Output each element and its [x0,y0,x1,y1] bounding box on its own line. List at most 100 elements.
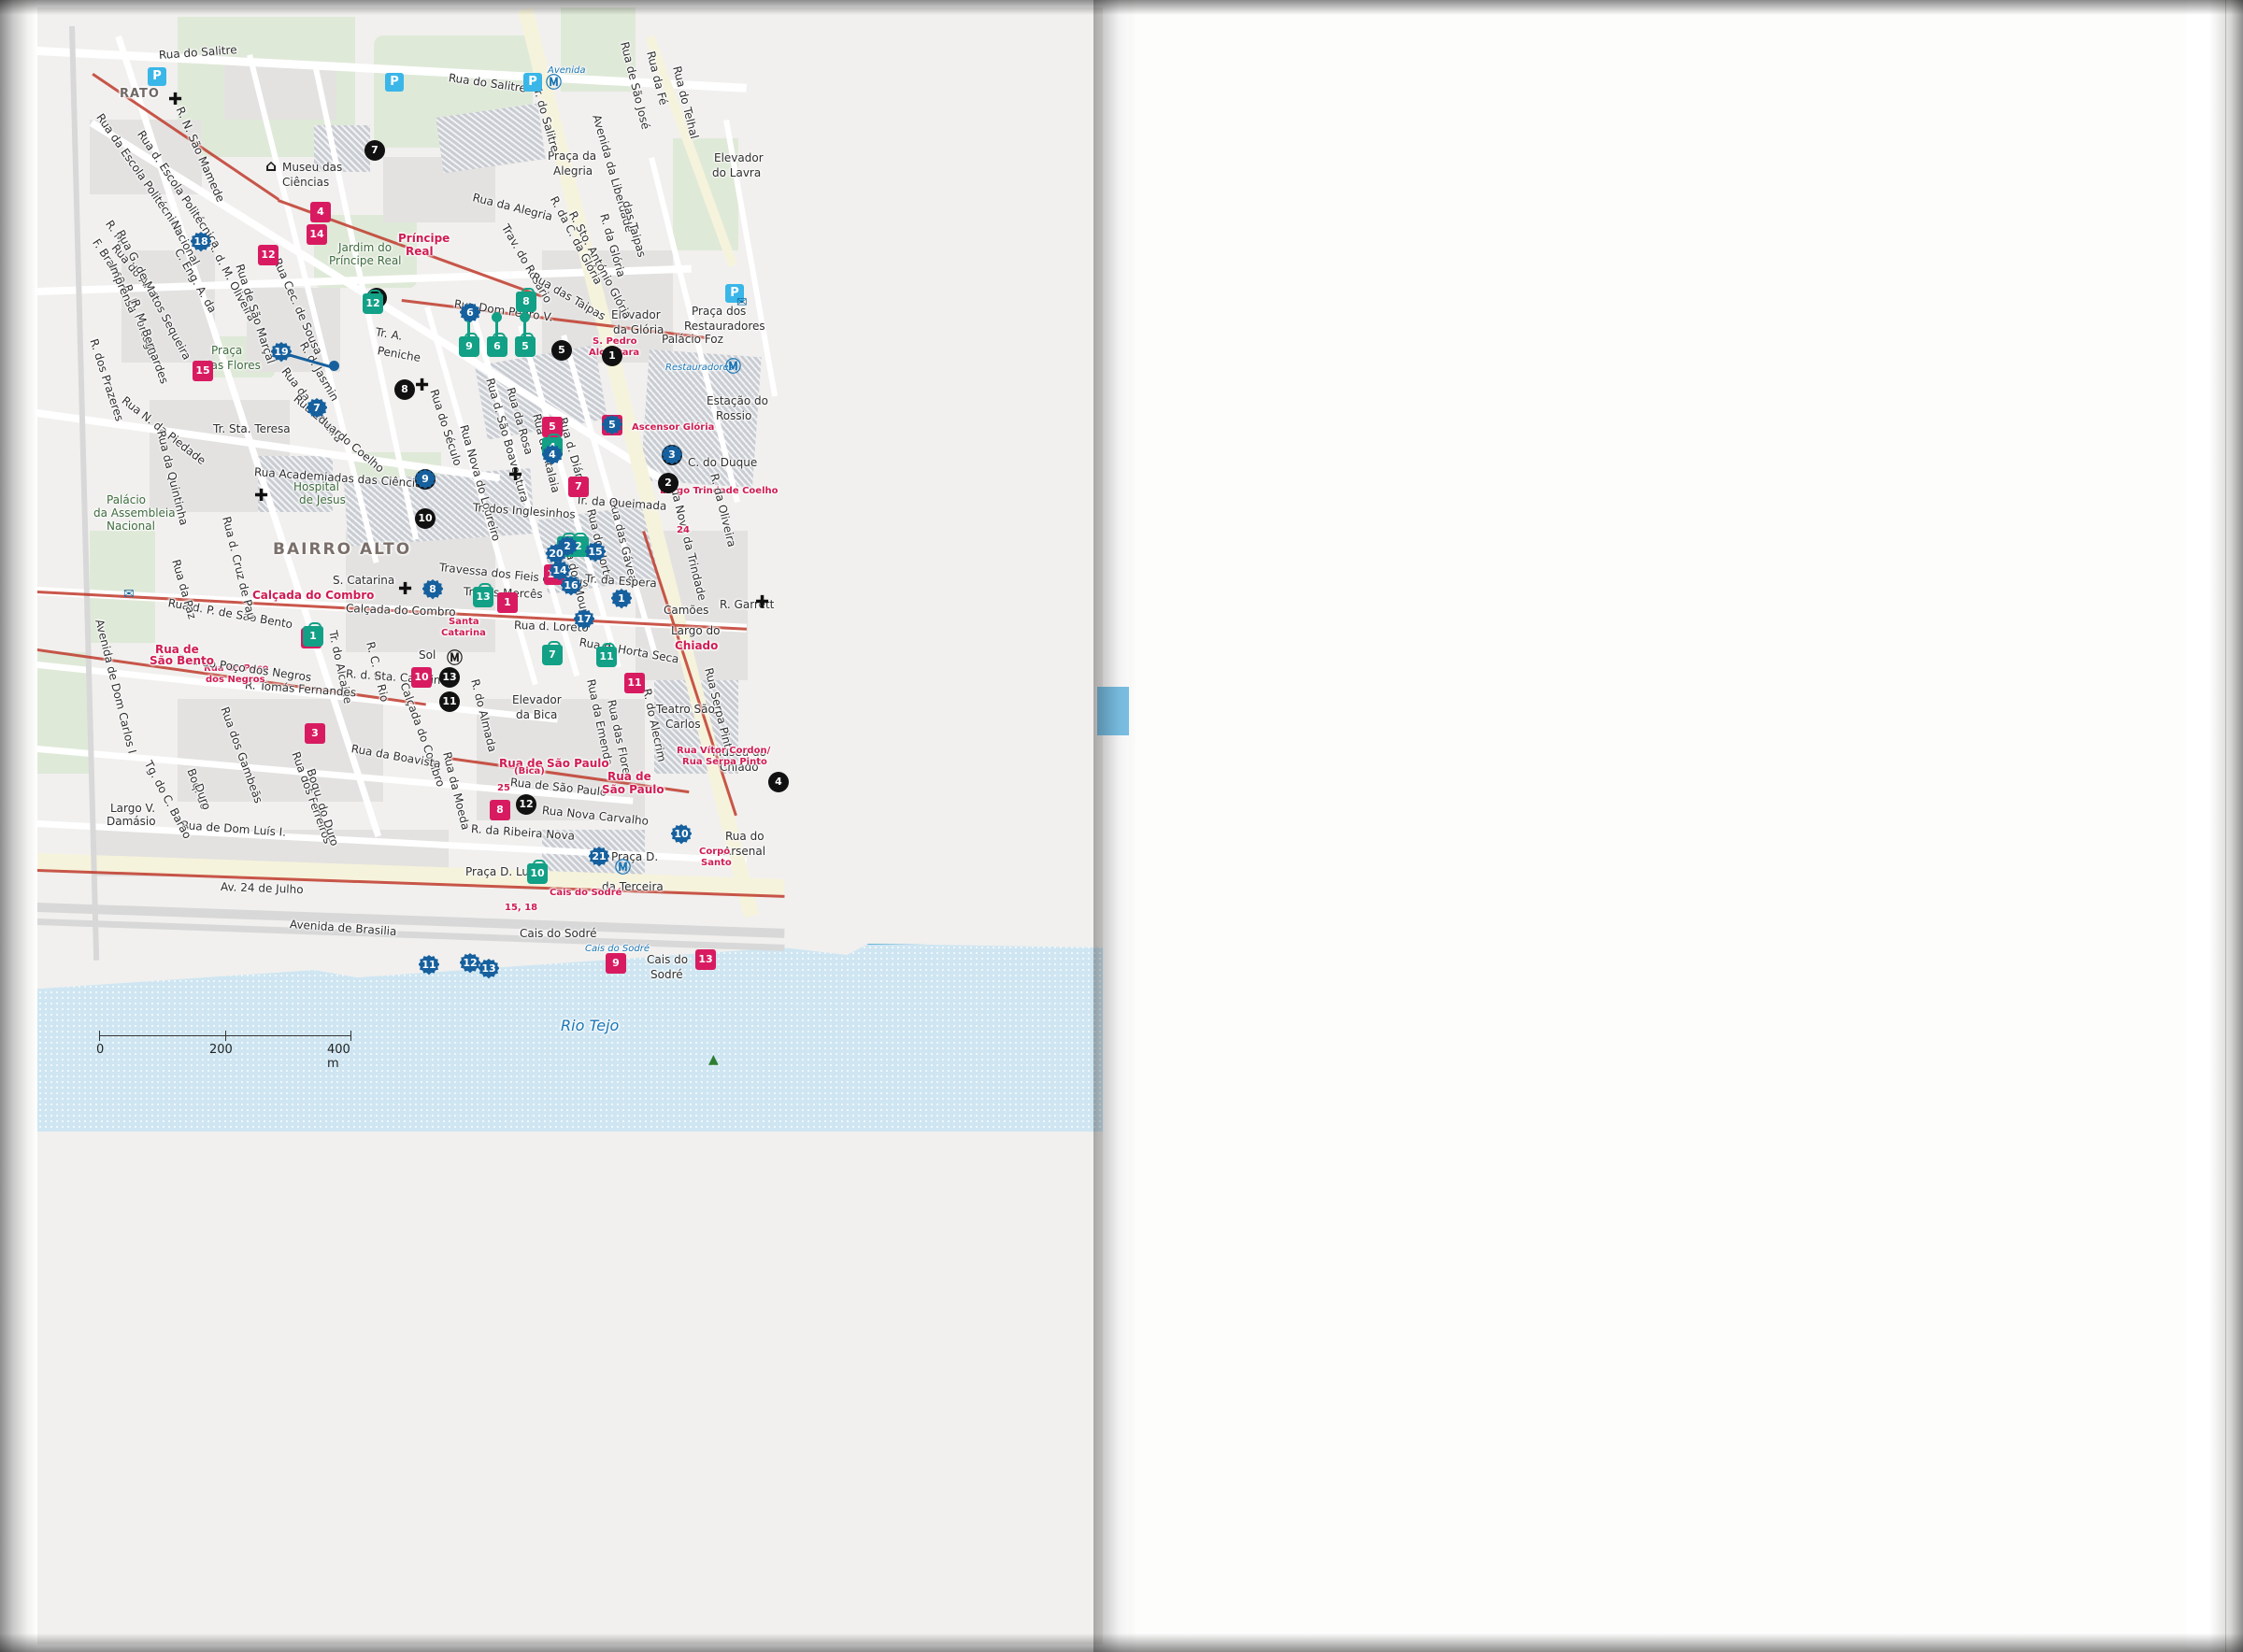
map-street-label: Elevador [611,308,661,321]
map-street-label: Museu do [712,746,766,759]
map-marker-essen-1[interactable]: 1 [497,592,518,613]
map-marker-ansehen-5[interactable]: 5 [551,340,572,361]
map-street-label: Chiado [675,639,719,652]
map-marker-ausgehen-10[interactable]: 10 [671,824,692,845]
map-street-label: Corpo [699,847,731,857]
page-thumb-tab[interactable] [1097,687,1129,735]
map-marker-ausgehen-13[interactable]: 13 [479,959,499,979]
map-marker-ausgehen-21[interactable]: 21 [589,847,609,867]
map-marker-ansehen-12[interactable]: 12 [516,794,536,815]
map-marker-essen-13[interactable]: 13 [695,949,716,970]
map-street-label: dos Negros [206,675,265,685]
map-marker-ausgehen-16[interactable]: 16 [561,576,581,596]
parking-icon: P [725,284,744,303]
map-marker-einkaufen-5[interactable]: 5 [515,333,536,357]
map-street-label: Avenida [548,65,586,76]
map-marker-einkaufen-7[interactable]: 7 [542,641,563,665]
map-street-label: das Flores [204,359,261,372]
metro-icon: Ⓜ [725,358,741,377]
map-marker-ausgehen-1[interactable]: 1 [611,589,632,609]
map-marker-essen-9[interactable]: 9 [606,953,626,974]
map-area-label: BAIRRO ALTO [273,540,412,559]
map-street-label: Santo [701,858,732,868]
map-marker-ansehen-10[interactable]: 10 [415,508,436,529]
map-marker-essen-10[interactable]: 10 [411,667,432,688]
map-street-label: Praça D. Luís [465,865,538,878]
map-marker-ansehen-11[interactable]: 11 [439,691,460,712]
map-street-label: Cais do Sodré [550,888,622,898]
museum-icon: ⌂ [265,157,278,176]
map-marker-ansehen-1[interactable]: 1 [602,346,622,366]
map-street-label: R. da Ribeira Nova [470,822,576,843]
map-street-label: Real [406,245,434,258]
map-marker-ansehen-2[interactable]: 2 [658,473,679,493]
map-marker-essen-11[interactable]: 11 [624,673,645,693]
map-marker-ausgehen-4[interactable]: 4 [542,445,563,465]
map-marker-ausgehen-18[interactable]: 18 [191,232,211,252]
map-street-label: Ascensor Glória [632,422,715,433]
map-street-label: R. d. Sta. Catarina [345,667,449,688]
map-marker-ausgehen-19[interactable]: 19 [271,342,292,363]
map-street-label: Palácio [107,493,147,506]
post-icon: ✉ [123,587,135,602]
map-marker-ausgehen-12[interactable]: 12 [460,953,480,974]
map-street-label: Ciências [282,176,330,189]
map-street-label: Príncipe [398,232,450,245]
map-area-label: Rio Tejo [561,1017,620,1034]
map-marker-essen-3[interactable]: 3 [305,723,325,744]
map-marker-essen-8[interactable]: 8 [490,800,510,820]
map-street-label: Santa [449,617,479,627]
map-marker-einkaufen-11[interactable]: 11 [596,643,617,667]
map-marker-ausgehen-8[interactable]: 8 [422,579,443,600]
map-street-label: Praça da [548,150,597,163]
map-street-label: Camões [664,604,709,617]
map-marker-einkaufen-9[interactable]: 9 [459,333,479,357]
map-street-label: São Paulo [602,783,664,796]
map-marker-einkaufen-10[interactable]: 10 [527,860,548,884]
map-marker-ausgehen-20[interactable]: 20 [546,544,566,564]
map-marker-ausgehen-15[interactable]: 15 [585,542,606,563]
map-marker-essen-7[interactable]: 7 [568,477,589,497]
map-marker-ausgehen-7[interactable]: 7 [307,398,327,419]
map-marker-ausgehen-3[interactable]: 3 [662,445,682,465]
map-marker-ansehen-13[interactable]: 13 [439,667,460,688]
map-marker-essen-12[interactable]: 12 [258,245,279,265]
scale-label-end: 400 m [327,1043,350,1071]
map-street-label: R. Garrett [720,598,775,611]
map-street-label: Praça D. [611,850,659,863]
viewpoint-icon: ▲ [708,1052,719,1067]
map-marker-einkaufen-12[interactable]: 12 [363,290,383,314]
map-marker-ausgehen-5[interactable]: 5 [602,415,622,435]
map-marker-ansehen-4[interactable]: 4 [768,772,789,792]
map-marker-essen-15[interactable]: 15 [193,361,213,381]
map-street-label: Rua da Moeda [440,750,473,832]
map-marker-ansehen-7[interactable]: 7 [364,140,385,161]
map-marker-ausgehen-6[interactable]: 6 [460,303,480,323]
map-street-label: da Bica [516,708,558,721]
map-street-label: Restauradores [665,363,734,373]
map-marker-einkaufen-13[interactable]: 13 [473,583,493,607]
map-street-label: S. Catarina [333,574,395,587]
map-marker-ausgehen-9[interactable]: 9 [415,469,436,490]
map-street-label: Palácio Foz [662,333,723,346]
map-street-label: Rua de [155,643,199,656]
church-icon: ✚ [398,579,413,599]
map-marker-einkaufen-1[interactable]: 1 [303,622,323,647]
map-marker-einkaufen-8[interactable]: 8 [516,288,536,312]
parking-icon: P [523,73,542,92]
map-marker-ausgehen-17[interactable]: 17 [574,609,594,630]
map-marker-essen-5[interactable]: 5 [542,417,563,437]
map-marker-einkaufen-6[interactable]: 6 [487,333,507,357]
church-icon: ✚ [415,376,430,395]
map-marker-ausgehen-11[interactable]: 11 [419,955,439,976]
map-marker-ansehen-8[interactable]: 8 [394,379,415,400]
city-map[interactable]: Rua do Salitre Rua do Salitre Rua da Escol… [37,7,1103,1645]
map-street-label: da Terceira [602,880,664,893]
map-street-label: Rua de São Paulo [499,757,609,770]
map-marker-essen-14[interactable]: 14 [307,224,327,245]
map-marker-ausgehen-14[interactable]: 14 [550,561,570,581]
map-street-label: Calçada do Combro [252,589,375,602]
map-marker-essen-4[interactable]: 4 [310,202,331,222]
map-area-label: RATO [120,87,160,101]
map-street-label: Restauradores [684,320,765,333]
